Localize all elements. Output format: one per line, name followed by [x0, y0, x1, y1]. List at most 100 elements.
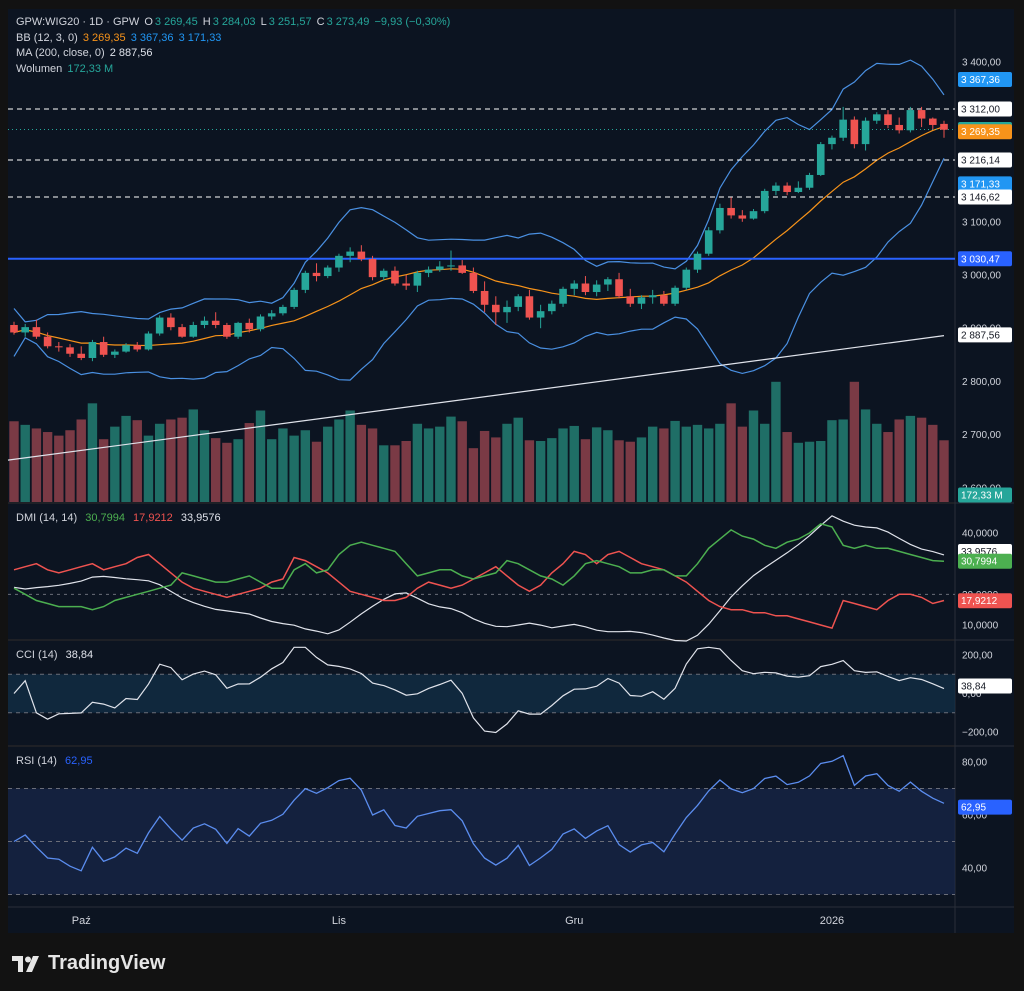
volume-bar	[390, 445, 400, 502]
volume-bar	[177, 417, 187, 502]
volume-bar	[703, 428, 714, 502]
price-badge: 3 312,00	[961, 105, 1000, 116]
legend-low: 3 251,57	[268, 16, 312, 28]
candle-body	[458, 265, 466, 273]
volume-bar	[154, 423, 165, 502]
volume-bar	[580, 439, 591, 502]
candle-body	[536, 311, 545, 318]
volume-bar	[793, 442, 804, 502]
candle	[693, 251, 702, 273]
price-badge: 3 171,33	[961, 179, 1000, 190]
cci-legend[interactable]: CCI (14) 38,84	[16, 649, 98, 661]
candle	[279, 304, 287, 316]
volume-bar	[760, 423, 770, 502]
volume-bar	[647, 426, 658, 502]
volume-bar	[905, 415, 916, 502]
candle	[828, 135, 836, 150]
candle-body	[548, 303, 556, 312]
volume-bar	[356, 424, 367, 502]
volume-bar	[681, 426, 691, 502]
volume-bar	[166, 419, 176, 502]
candle	[346, 247, 354, 263]
volume-bar	[65, 430, 75, 502]
brand-logo[interactable]: TradingView	[12, 952, 165, 975]
volume-bar	[928, 424, 938, 502]
candle	[514, 294, 523, 312]
volume-bar	[244, 423, 255, 502]
candle	[671, 285, 679, 306]
volume-bar	[54, 435, 64, 502]
dmi-tick-label: 40,0000	[962, 529, 999, 540]
volume-bar	[110, 426, 120, 502]
candle-body	[402, 283, 410, 286]
volume-badge: 172,33 M	[961, 491, 1003, 502]
candle-body	[144, 333, 153, 350]
candle-body	[850, 119, 859, 145]
candle-body	[940, 123, 948, 130]
rsi-value: 62,95	[65, 755, 93, 767]
rsi-tick-label: 40,00	[962, 864, 987, 875]
price-tick-label: 3 000,00	[962, 270, 1001, 281]
candle	[861, 117, 870, 151]
candle	[323, 265, 332, 279]
volume-bar	[804, 441, 815, 502]
candle-body	[413, 272, 422, 286]
candle-body	[447, 265, 455, 267]
candle-body	[178, 327, 186, 337]
candle	[783, 182, 791, 196]
rsi-legend[interactable]: RSI (14) 62,95	[16, 755, 98, 767]
legend-bb-basis: 3 269,35	[82, 31, 126, 44]
price-badge-bg	[958, 124, 1012, 140]
candle	[872, 112, 881, 124]
candle	[492, 296, 500, 326]
candle-body	[816, 144, 825, 175]
candle	[301, 270, 310, 294]
volume-bar	[323, 426, 333, 502]
candle	[626, 288, 635, 307]
candle-body	[480, 290, 489, 305]
candle-body	[435, 266, 444, 270]
dmi-badge-bg	[958, 553, 1012, 569]
legend-open-label: O	[144, 16, 153, 28]
price-tick-label: 2 700,00	[962, 430, 1001, 441]
candle	[368, 255, 377, 281]
candle	[402, 274, 410, 290]
candle-body	[379, 270, 388, 278]
volume-bar	[894, 419, 904, 502]
price-axis	[955, 9, 1014, 933]
cci-line	[13, 646, 945, 734]
volume-bar	[849, 381, 860, 502]
candle	[604, 277, 612, 291]
volume-bar	[457, 421, 467, 502]
candle	[88, 339, 97, 362]
candle	[256, 314, 265, 332]
candle	[794, 181, 803, 194]
candle	[32, 319, 41, 339]
candle-body	[32, 327, 41, 337]
volume-bar	[121, 415, 131, 502]
candle	[99, 336, 108, 357]
candle-body	[637, 297, 646, 304]
legend-symbol[interactable]: GPW:WIG20 · 1D · GPW	[16, 16, 140, 28]
candle	[133, 342, 142, 352]
dmi-legend[interactable]: DMI (14, 14) 30,7994 17,9212 33,9576	[16, 512, 226, 524]
candle	[379, 268, 388, 281]
candle	[536, 304, 545, 329]
candle	[637, 295, 646, 310]
candle	[928, 117, 937, 130]
legend-bb-row[interactable]: BB (12, 3, 0) 3 269,35 3 367,36 3 171,33	[16, 31, 452, 47]
legend-ma-row[interactable]: MA (200, close, 0) 2 887,56	[16, 46, 452, 62]
candle-body	[760, 190, 769, 212]
volume-bar	[569, 425, 579, 502]
candle-body	[783, 185, 791, 192]
volume-bar	[816, 441, 826, 502]
legend-volume-row[interactable]: Wolumen 172,33 M	[16, 62, 452, 78]
candle	[66, 344, 74, 357]
legend-close: 3 273,49	[326, 16, 370, 28]
candle	[592, 280, 601, 297]
volume-bar	[300, 430, 311, 502]
candle-body	[111, 351, 119, 355]
volume-bar	[872, 423, 882, 502]
